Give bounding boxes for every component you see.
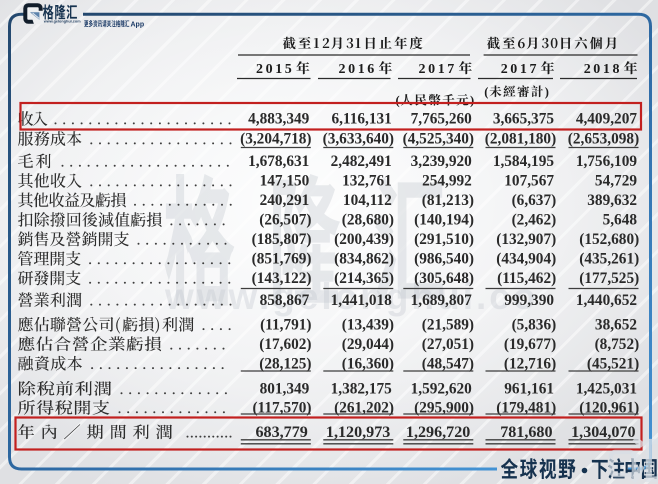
svg-text:): )	[470, 94, 474, 108]
svg-text:3,665,375: 3,665,375	[493, 111, 555, 128]
svg-text:2017: 2017	[501, 62, 539, 77]
svg-text:www.gelonghui.co: www.gelonghui.co	[164, 276, 538, 317]
svg-text:(851,769): (851,769)	[252, 251, 312, 268]
svg-text:(2,462): (2,462)	[512, 212, 557, 229]
svg-text:2015: 2015	[256, 62, 294, 77]
svg-text:1,584,195: 1,584,195	[493, 153, 555, 170]
svg-text:(117,570): (117,570)	[252, 400, 311, 417]
svg-text:4,883,349: 4,883,349	[248, 111, 310, 128]
svg-text:(29,044): (29,044)	[342, 336, 394, 353]
svg-text:2017: 2017	[419, 62, 457, 77]
svg-text:(81,213): (81,213)	[422, 192, 474, 209]
svg-text:781,680: 781,680	[500, 424, 552, 441]
svg-text:(179,481): (179,481)	[496, 400, 556, 417]
svg-text:(435,261): (435,261)	[579, 251, 639, 268]
svg-text:(8,752): (8,752)	[595, 336, 640, 353]
svg-text:1,296,720: 1,296,720	[406, 424, 470, 441]
svg-text:(305,648): (305,648)	[414, 270, 474, 287]
svg-text:App: App	[131, 21, 145, 28]
svg-text:(26,507): (26,507)	[259, 212, 311, 229]
svg-text:(986,540): (986,540)	[414, 251, 474, 268]
svg-text:(185,807): (185,807)	[252, 231, 312, 248]
svg-text:1,382,175: 1,382,175	[331, 380, 393, 397]
svg-text:801,349: 801,349	[260, 380, 310, 397]
svg-text:(28,680): (28,680)	[342, 212, 394, 229]
svg-text:(434,904): (434,904)	[496, 251, 556, 268]
svg-text:(291,510): (291,510)	[414, 231, 474, 248]
svg-text:(11,791): (11,791)	[260, 316, 311, 333]
svg-text:(261,202): (261,202)	[334, 400, 394, 417]
svg-text:1,689,807: 1,689,807	[411, 292, 473, 309]
svg-text:(45,521): (45,521)	[587, 355, 639, 372]
svg-text:(3,633,640): (3,633,640)	[323, 131, 394, 148]
svg-text:132,761: 132,761	[342, 173, 392, 190]
svg-text:(140,194): (140,194)	[414, 212, 474, 229]
svg-text:(132,907): (132,907)	[496, 231, 556, 248]
svg-text:(177,525): (177,525)	[579, 270, 639, 287]
svg-text:3,239,920: 3,239,920	[411, 153, 473, 170]
svg-text:(3,204,718): (3,204,718)	[240, 131, 311, 148]
svg-text:240,291: 240,291	[260, 192, 310, 209]
svg-text:858,867: 858,867	[260, 292, 310, 309]
svg-text:254,992: 254,992	[422, 173, 472, 190]
svg-text:(12,716): (12,716)	[504, 355, 556, 372]
svg-text:(295,900): (295,900)	[414, 400, 474, 417]
svg-text:104,112: 104,112	[343, 192, 392, 209]
svg-text:(143,122): (143,122)	[252, 270, 312, 287]
svg-text:38,652: 38,652	[595, 316, 637, 333]
svg-text:(19,677): (19,677)	[504, 336, 556, 353]
svg-text:www.gelonghui.com: www.gelonghui.com	[43, 20, 81, 24]
svg-text:1,592,620: 1,592,620	[411, 380, 473, 397]
svg-text:(6,637): (6,637)	[512, 192, 557, 209]
svg-text:4,409,207: 4,409,207	[576, 111, 638, 128]
svg-text:(4,525,340): (4,525,340)	[403, 131, 474, 148]
svg-text:2016: 2016	[339, 62, 377, 77]
svg-text:(115,462): (115,462)	[497, 270, 556, 287]
svg-text:(28,125): (28,125)	[259, 355, 311, 372]
svg-text:(2,653,098): (2,653,098)	[568, 131, 639, 148]
svg-text:(27,051): (27,051)	[422, 336, 474, 353]
svg-text:961,161: 961,161	[504, 380, 554, 397]
svg-text:(152,680): (152,680)	[579, 231, 639, 248]
svg-text:6,116,131: 6,116,131	[331, 111, 391, 128]
svg-text:1,678,631: 1,678,631	[248, 153, 309, 170]
svg-text:147,150: 147,150	[260, 173, 310, 190]
svg-text:(214,365): (214,365)	[334, 270, 394, 287]
svg-text:54,729: 54,729	[595, 173, 637, 190]
svg-text:(5,836): (5,836)	[512, 316, 557, 333]
svg-text:1,440,652: 1,440,652	[576, 292, 637, 309]
svg-text:2,482,491: 2,482,491	[331, 153, 392, 170]
svg-text:2018: 2018	[584, 62, 622, 77]
svg-text:1,425,031: 1,425,031	[576, 380, 637, 397]
svg-text:(200,439): (200,439)	[334, 231, 394, 248]
svg-text:5,648: 5,648	[603, 212, 638, 229]
svg-text:1,441,018: 1,441,018	[331, 292, 393, 309]
svg-text:(48,547): (48,547)	[422, 355, 474, 372]
svg-text:107,567: 107,567	[504, 173, 554, 190]
svg-text:683,779: 683,779	[255, 424, 307, 441]
svg-text:(16,360): (16,360)	[342, 355, 394, 372]
svg-text:7,765,260: 7,765,260	[411, 111, 473, 128]
svg-text:999,390: 999,390	[504, 292, 554, 309]
svg-text:1,756,109: 1,756,109	[576, 153, 638, 170]
svg-text:389,632: 389,632	[587, 192, 637, 209]
svg-text:(13,439): (13,439)	[342, 316, 394, 333]
svg-text:(120,961): (120,961)	[579, 400, 639, 417]
svg-text:(: (	[396, 94, 400, 108]
svg-text:(17,602): (17,602)	[259, 336, 311, 353]
svg-text:1,304,070: 1,304,070	[571, 424, 635, 441]
svg-text:(834,862): (834,862)	[334, 251, 394, 268]
svg-text:(21,589): (21,589)	[422, 316, 474, 333]
svg-text:(2,081,180): (2,081,180)	[485, 131, 556, 148]
svg-text:1,120,973: 1,120,973	[326, 424, 390, 441]
svg-text:): )	[545, 85, 549, 99]
svg-text:(: (	[484, 85, 488, 99]
